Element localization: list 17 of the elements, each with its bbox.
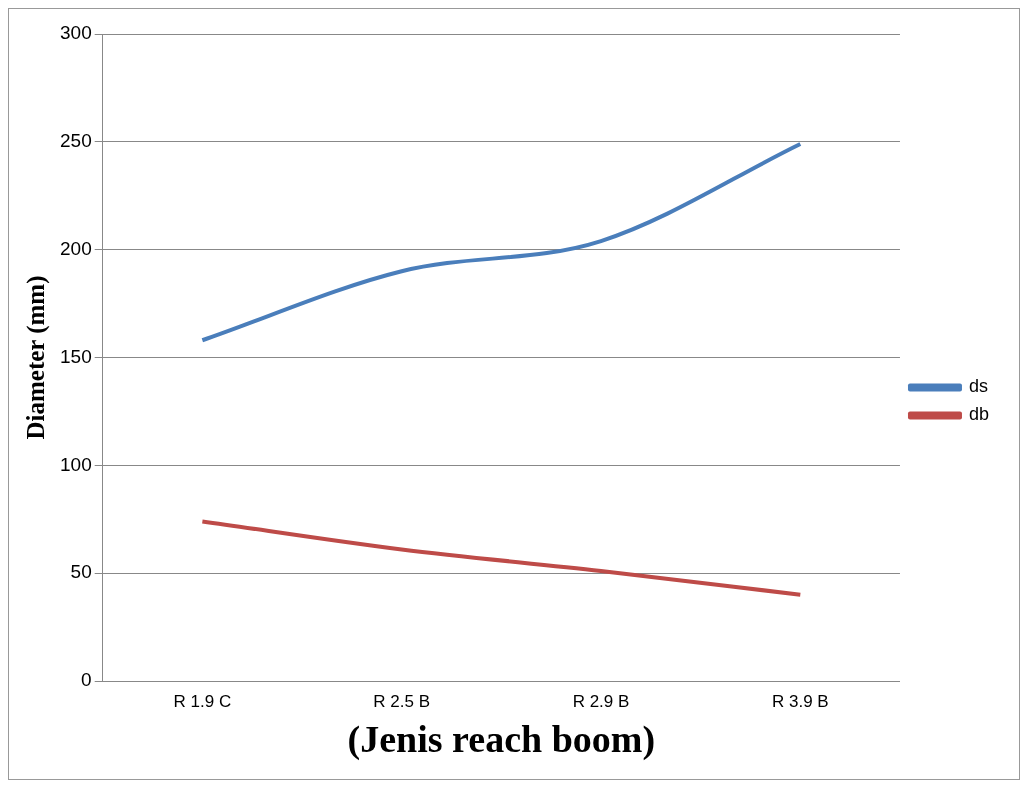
legend-label: ds [968, 376, 988, 397]
y-tick-label: 250 [60, 130, 92, 152]
y-tick-label: 150 [60, 345, 92, 367]
x-axis-title: (Jenis reach boom) [347, 718, 656, 762]
y-tick-label: 0 [81, 669, 92, 691]
legend-label: db [968, 404, 990, 425]
x-tick-label: R 2.9 B [572, 691, 630, 711]
x-tick-label: R 1.9 C [173, 691, 232, 711]
x-tick-label: R 3.9 B [771, 691, 829, 711]
y-tick-label: 300 [60, 22, 92, 44]
y-axis-title: Diameter (mm) [22, 275, 51, 440]
y-tick-label: 200 [60, 237, 92, 259]
x-tick-label: R 2.5 B [373, 691, 431, 711]
y-tick-label: 50 [70, 561, 92, 583]
line-series [200, 519, 803, 597]
y-tick-label: 100 [60, 453, 92, 475]
line-series [200, 141, 803, 343]
